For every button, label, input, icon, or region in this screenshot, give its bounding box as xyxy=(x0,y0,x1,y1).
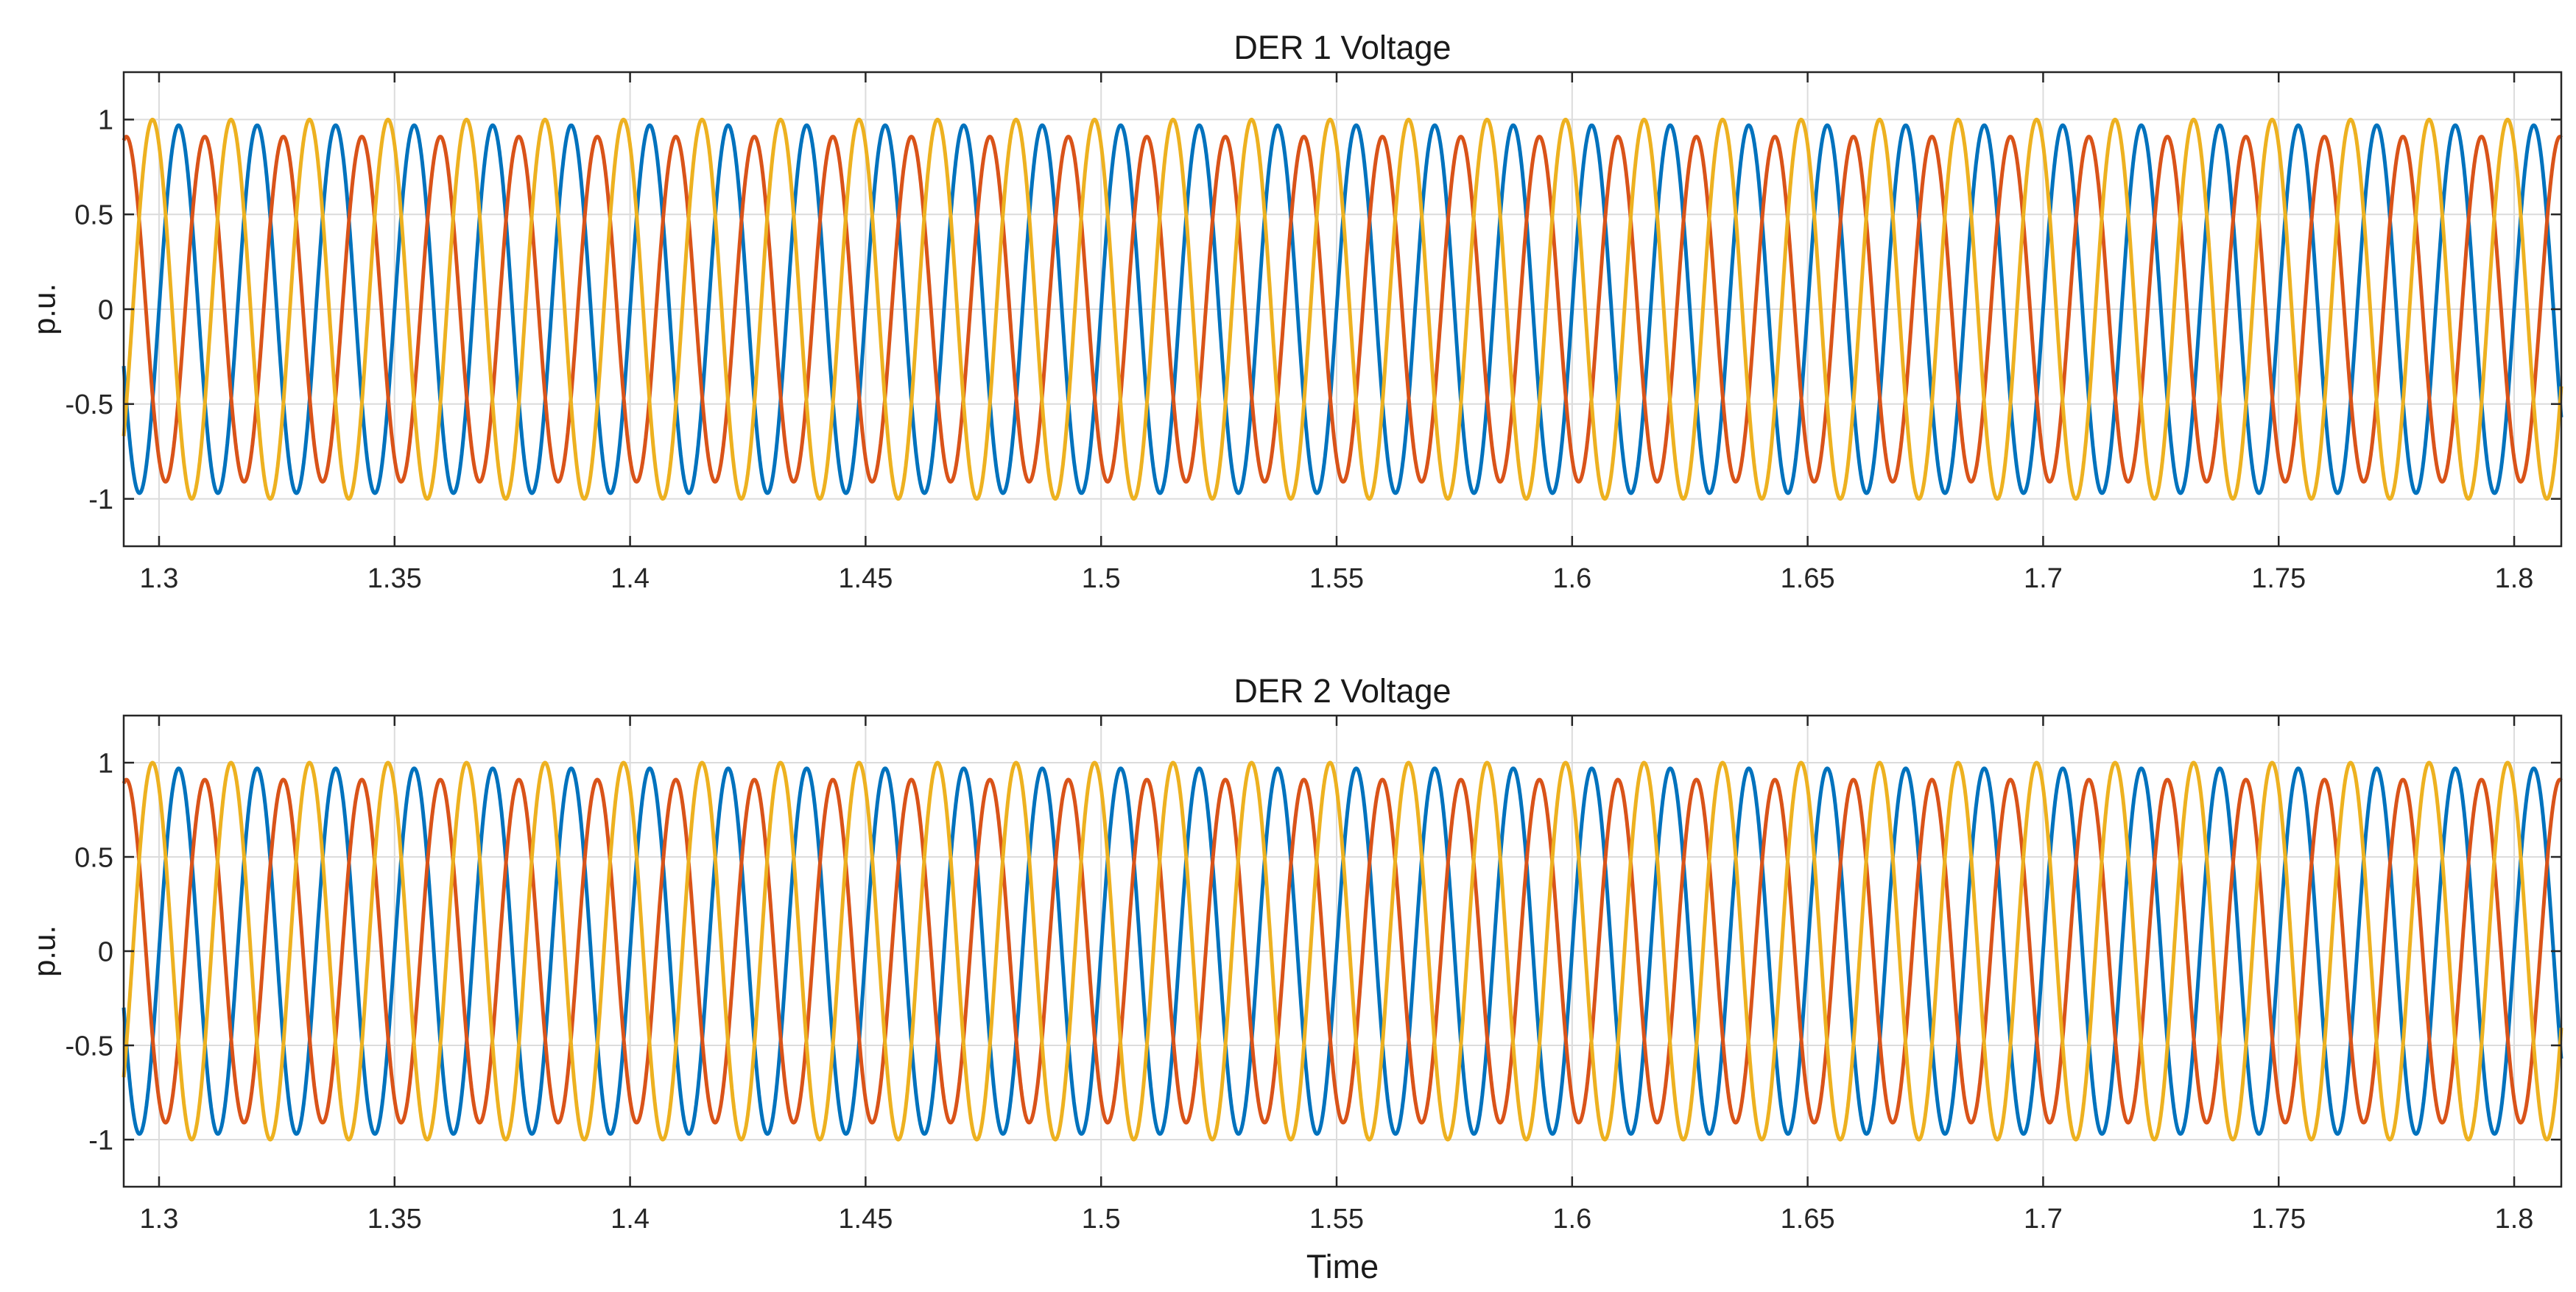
der1-ytick-label-2: 0 xyxy=(98,294,113,325)
der1-voltage-axes: DER 1 Voltage p.u. 1.3 1.35 1.4 1.45 1.5 1.55… xyxy=(27,29,2563,594)
der2-xtick-label-2: 1.4 xyxy=(610,1204,650,1235)
der2-ticks: 1.3 1.35 1.4 1.45 1.5 1.55 1.6 1.65 1.7 1.75 1.8 -1… xyxy=(66,716,2561,1235)
der2-ytick-label-3: 0.5 xyxy=(74,842,113,873)
der1-ytick-label-3: 0.5 xyxy=(74,200,113,231)
der1-xtick-label-4: 1.5 xyxy=(1082,563,1121,594)
der1-xtick-label-3: 1.45 xyxy=(838,563,893,594)
der1-series-line-3 xyxy=(122,117,2563,501)
der2-grid xyxy=(124,716,2561,1187)
der1-ylabel: p.u. xyxy=(27,283,62,335)
der1-ytick-label-0: -1 xyxy=(88,484,113,515)
der1-series xyxy=(122,117,2563,501)
der1-xtick-label-5: 1.55 xyxy=(1309,563,1364,594)
der2-ytick-label-2: 0 xyxy=(98,936,113,967)
der1-xtick-label-2: 1.4 xyxy=(610,563,650,594)
der2-xlabel: Time xyxy=(1306,1248,1379,1285)
der2-ytick-label-4: 1 xyxy=(98,748,113,779)
der2-xtick-label-7: 1.65 xyxy=(1781,1204,1835,1235)
der1-xtick-label-0: 1.3 xyxy=(140,563,179,594)
der1-series-line-2 xyxy=(122,135,2563,484)
der2-voltage-axes: DER 2 Voltage p.u. Time 1.3 1.35 1.4 1.45 1.… xyxy=(27,672,2563,1285)
der1-xtick-label-8: 1.7 xyxy=(2024,563,2063,594)
der1-xtick-label-9: 1.75 xyxy=(2251,563,2306,594)
der2-ytick-label-0: -1 xyxy=(88,1125,113,1156)
der2-title: DER 2 Voltage xyxy=(1234,672,1451,710)
der1-xtick-label-10: 1.8 xyxy=(2495,563,2534,594)
der1-xtick-label-6: 1.6 xyxy=(1552,563,1591,594)
der2-xtick-label-5: 1.55 xyxy=(1309,1204,1364,1235)
der1-title: DER 1 Voltage xyxy=(1234,29,1451,66)
der2-xtick-label-0: 1.3 xyxy=(140,1204,179,1235)
der2-xtick-label-9: 1.75 xyxy=(2251,1204,2306,1235)
der1-xtick-label-1: 1.35 xyxy=(367,563,422,594)
der2-xtick-label-3: 1.45 xyxy=(838,1204,893,1235)
der2-xtick-label-1: 1.35 xyxy=(367,1204,422,1235)
der2-series-line-2 xyxy=(122,777,2563,1125)
der1-ytick-label-4: 1 xyxy=(98,105,113,136)
der2-xtick-label-6: 1.6 xyxy=(1552,1204,1591,1235)
der1-ytick-label-1: -0.5 xyxy=(66,389,113,420)
der2-ylabel: p.u. xyxy=(27,925,62,977)
der2-series-line-3 xyxy=(122,760,2563,1142)
der2-xtick-label-10: 1.8 xyxy=(2495,1204,2534,1235)
der1-grid xyxy=(124,72,2561,546)
der2-xtick-label-4: 1.5 xyxy=(1082,1204,1121,1235)
der2-xtick-label-8: 1.7 xyxy=(2024,1204,2063,1235)
der1-xtick-label-7: 1.65 xyxy=(1781,563,1835,594)
der2-ytick-label-1: -0.5 xyxy=(66,1031,113,1062)
der1-ticks: 1.3 1.35 1.4 1.45 1.5 1.55 1.6 1.65 1.7 1.75 1.8 -1… xyxy=(66,72,2561,594)
der2-series xyxy=(122,760,2563,1142)
